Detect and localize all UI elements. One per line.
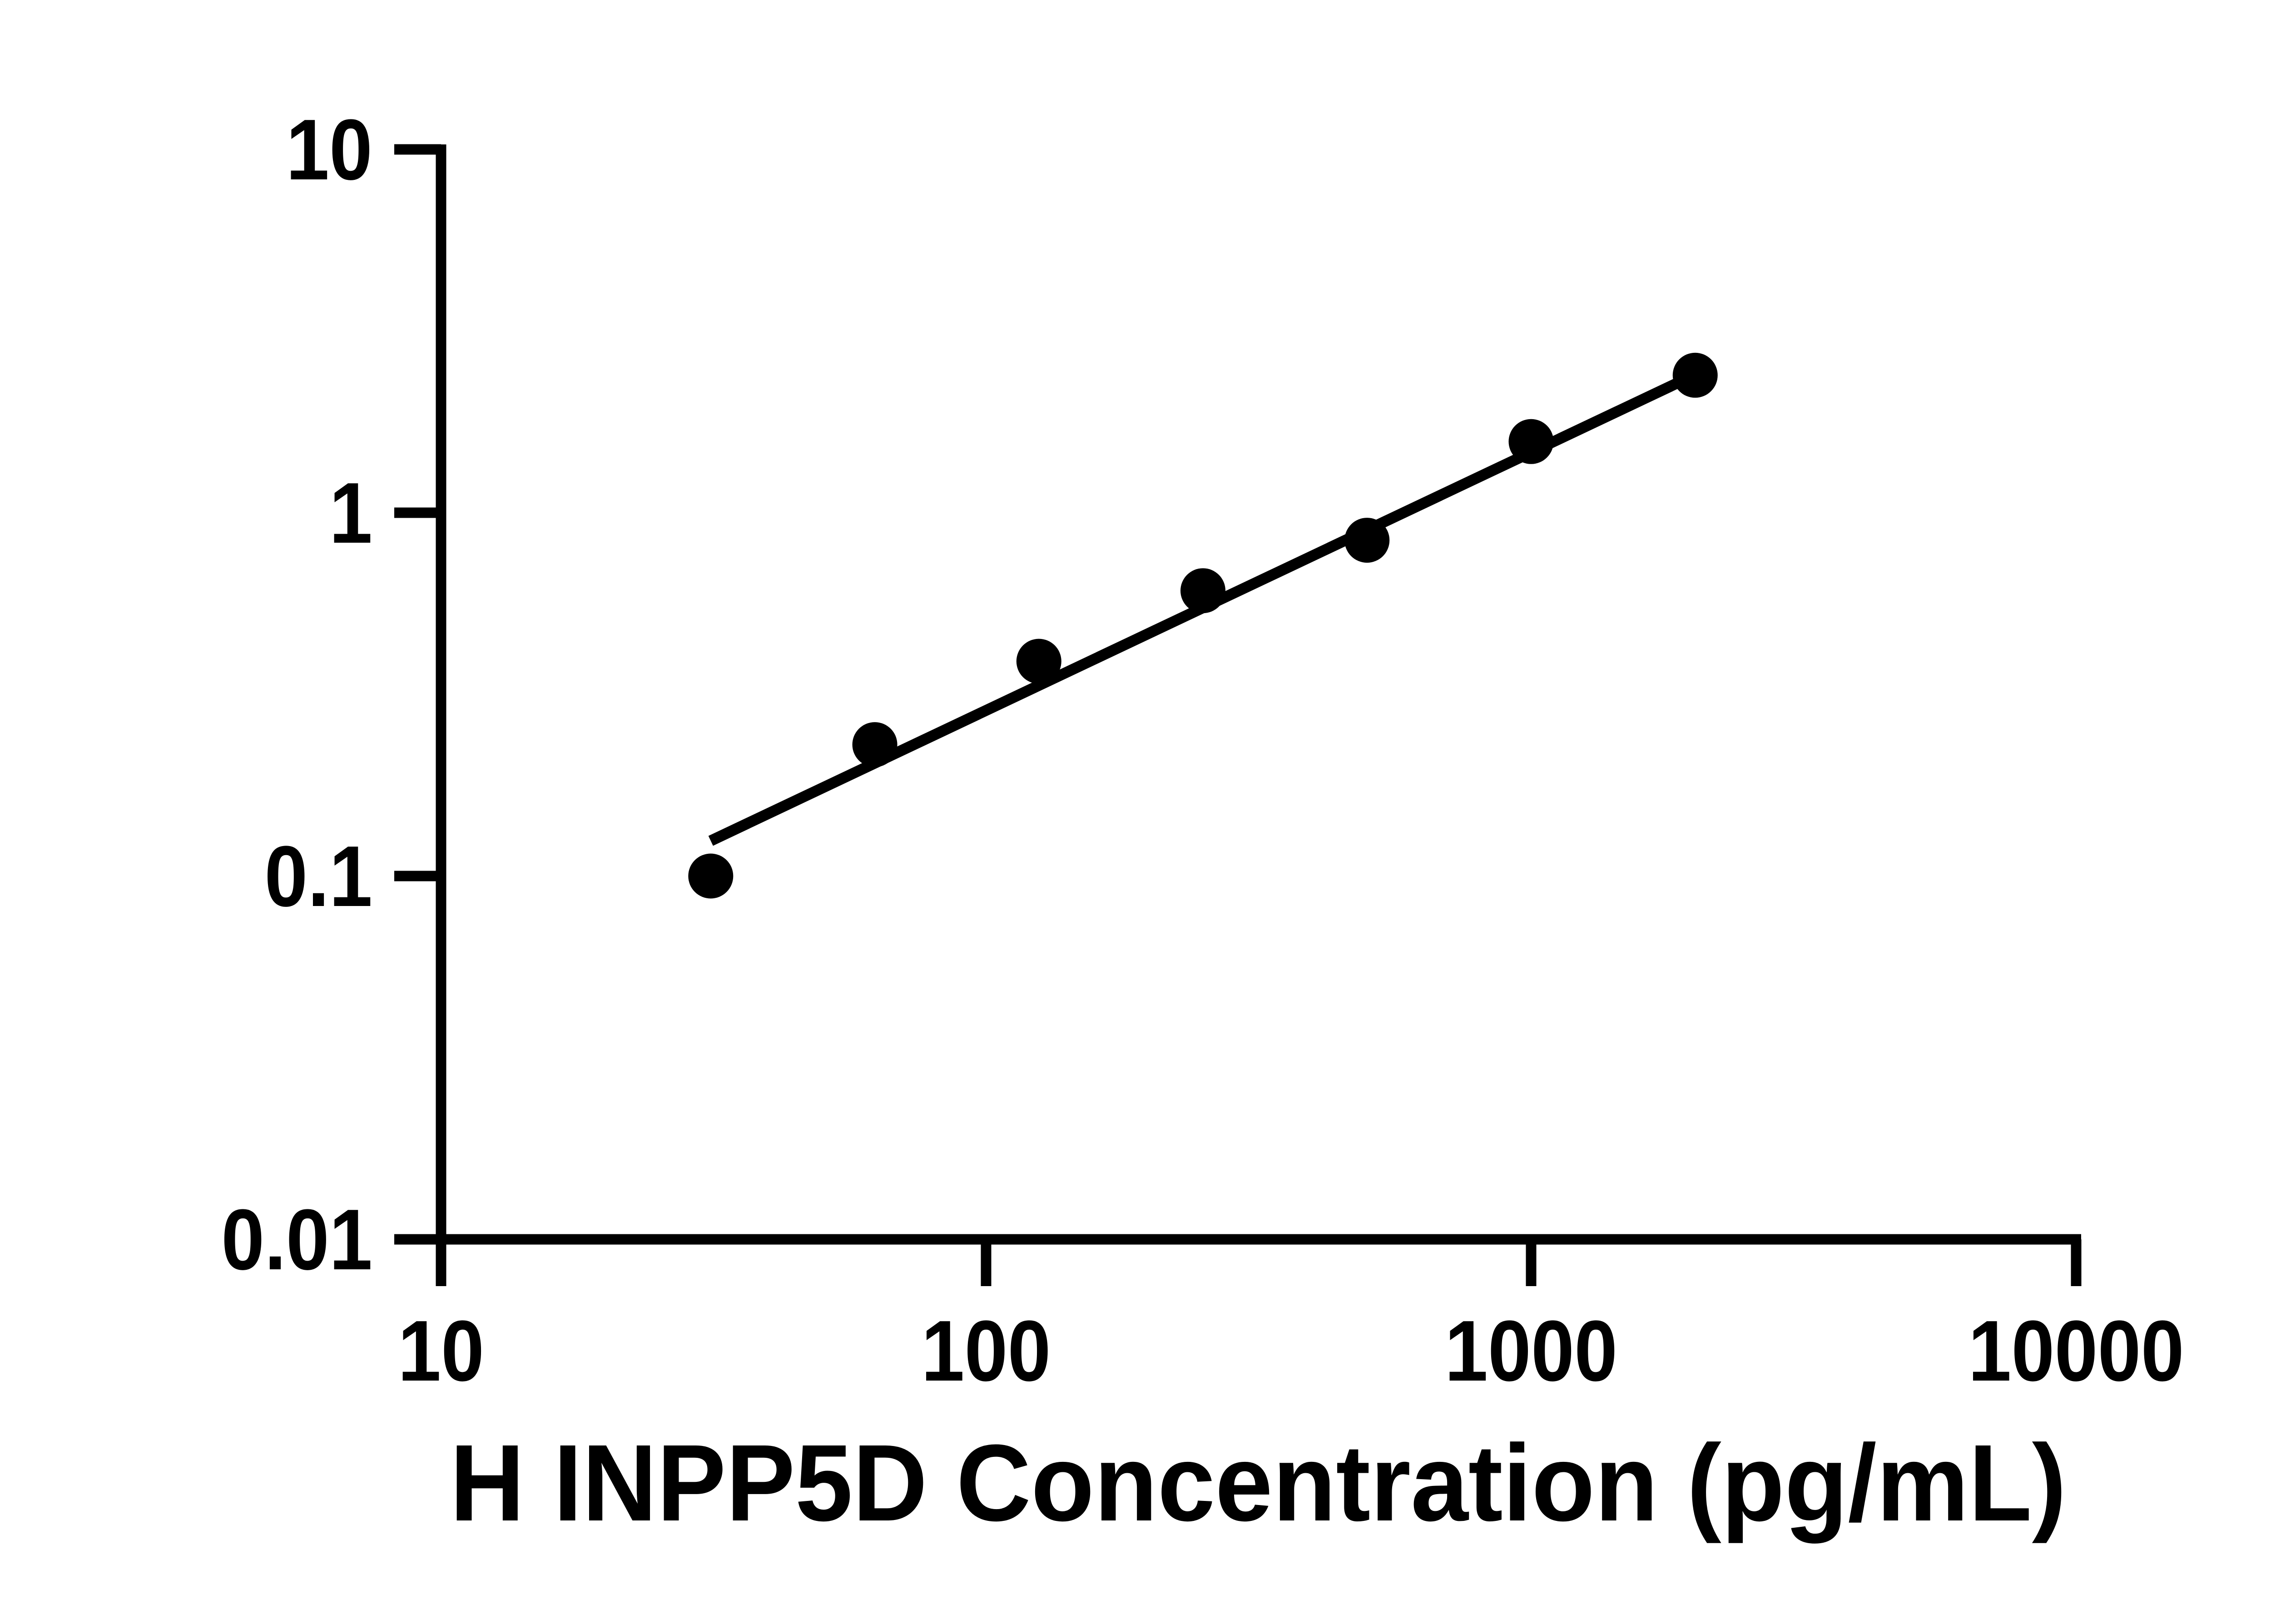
- data-point-marker: [1180, 568, 1226, 614]
- x-tick-label: 10000: [1968, 1303, 2184, 1399]
- y-tick-label: 1: [329, 465, 372, 561]
- data-series: [688, 352, 1718, 899]
- y-tick-label: 0.01: [221, 1192, 372, 1288]
- data-point-marker: [1344, 518, 1390, 563]
- y-tick-label: 10: [286, 102, 372, 198]
- data-point-marker: [1672, 352, 1718, 398]
- axis-ticks: [394, 144, 2082, 1286]
- x-tick-label: 10: [398, 1303, 484, 1399]
- x-tick-label: 1000: [1445, 1303, 1617, 1399]
- x-axis-title: H INPP5D Concentration (pg/mL): [450, 1422, 2066, 1544]
- tick-labels: 0.01 0.1 1 10 10 100 1000 10000: [221, 102, 2184, 1399]
- axes: [436, 144, 2081, 1245]
- data-point-marker: [1016, 639, 1061, 684]
- axis-spine: [436, 144, 2081, 1245]
- data-point-marker: [852, 722, 897, 767]
- x-tick-label: 100: [921, 1303, 1051, 1399]
- y-tick-label: 0.1: [264, 828, 372, 925]
- data-point-marker: [1508, 419, 1554, 464]
- data-point-marker: [688, 853, 734, 899]
